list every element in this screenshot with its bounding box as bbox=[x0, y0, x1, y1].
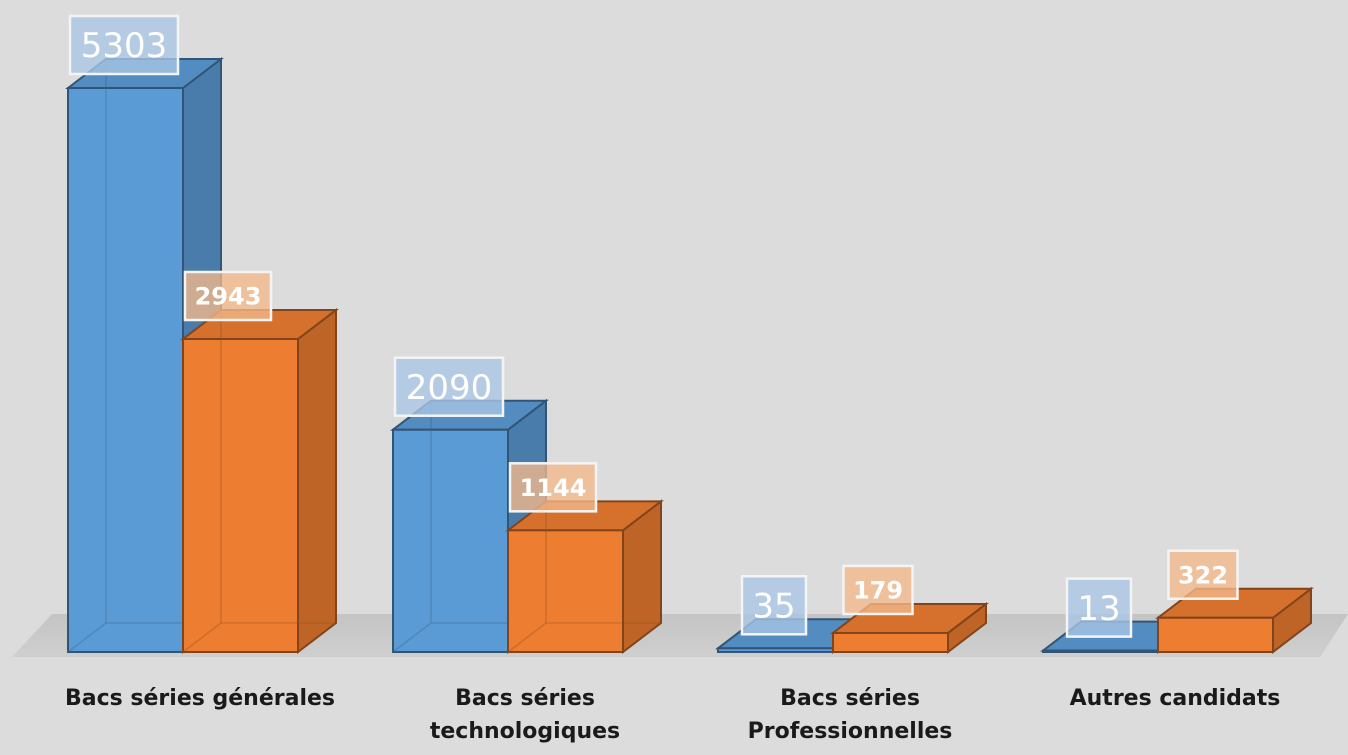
data-label-blue-0: 5303 bbox=[68, 14, 180, 76]
bar-front bbox=[832, 631, 949, 653]
data-label-text: 2090 bbox=[406, 368, 493, 408]
data-label-text: 322 bbox=[1178, 561, 1228, 589]
category-label-3: Autres candidats bbox=[1069, 686, 1281, 711]
bar-front bbox=[67, 87, 184, 653]
data-label-orange-3: 322 bbox=[1167, 549, 1239, 601]
category-label-0: Bacs séries générales bbox=[65, 686, 335, 711]
data-label-blue-3: 13 bbox=[1065, 577, 1133, 638]
bar-front bbox=[717, 647, 834, 654]
bar-front bbox=[1157, 616, 1274, 653]
data-label-orange-1: 1144 bbox=[508, 462, 598, 513]
data-label-blue-1: 2090 bbox=[393, 356, 505, 417]
data-label-text: 1144 bbox=[520, 474, 587, 502]
bar-front bbox=[507, 529, 624, 654]
category-label-1: Bacs séries technologiques bbox=[429, 686, 621, 744]
bar-side bbox=[297, 307, 337, 655]
data-label-text: 13 bbox=[1077, 589, 1120, 629]
category-label-2: Bacs séries Professionnelles bbox=[747, 686, 953, 744]
data-label-blue-2: 35 bbox=[740, 575, 808, 636]
data-label-text: 2943 bbox=[195, 283, 262, 311]
bar-front bbox=[392, 428, 509, 653]
data-label-text: 179 bbox=[853, 577, 903, 605]
bar-orange-0 bbox=[180, 307, 339, 655]
bar-front bbox=[1042, 649, 1159, 653]
data-label-text: 5303 bbox=[81, 26, 168, 66]
bar-front bbox=[182, 337, 299, 653]
bar-orange-1 bbox=[505, 499, 664, 655]
data-label-text: 35 bbox=[752, 587, 795, 627]
data-label-orange-0: 2943 bbox=[183, 270, 273, 322]
chart-floor bbox=[12, 614, 1348, 657]
bar-orange-2 bbox=[830, 601, 989, 655]
data-label-orange-2: 179 bbox=[842, 564, 914, 616]
